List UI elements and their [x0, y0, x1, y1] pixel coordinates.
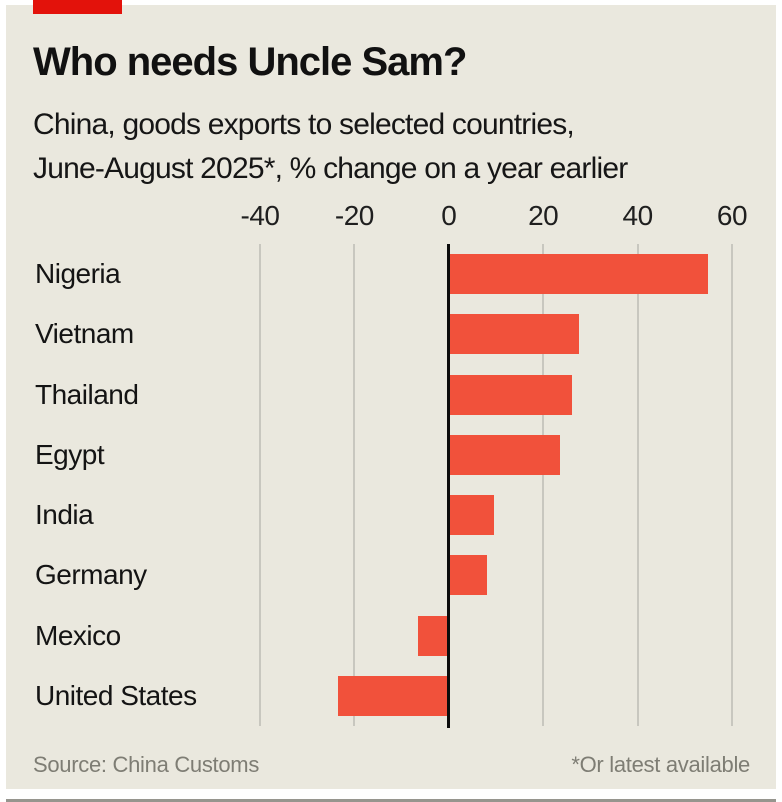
category-label: Egypt [35, 438, 105, 470]
bar [448, 314, 579, 355]
category-label: Thailand [35, 378, 139, 410]
axis-tick-label: -20 [334, 200, 374, 231]
category-label: India [35, 499, 94, 531]
gridline [542, 244, 545, 726]
bar [448, 254, 709, 295]
gridline [259, 244, 261, 726]
x-axis-tick-labels: -40 -20 0 20 40 60 [241, 200, 748, 240]
bar [448, 555, 487, 596]
chart-subtitle-line-1: China, goods exports to selected countri… [33, 108, 575, 141]
bar [418, 615, 449, 656]
category-label: United States [35, 679, 197, 711]
source-note: Source: China Customs [33, 752, 260, 777]
zero-baseline [447, 244, 451, 728]
bottom-edge-line [6, 799, 776, 802]
category-label: Nigeria [35, 258, 121, 290]
axis-tick-label: 20 [528, 200, 559, 231]
chart-subtitle-line-2: June-August 2025*, % change on a year ea… [33, 152, 628, 185]
category-label: Vietnam [35, 318, 134, 350]
gridline [731, 244, 733, 726]
axis-tick-label: -40 [240, 200, 280, 231]
category-label: Germany [35, 559, 147, 591]
chart-card [6, 5, 776, 789]
category-label: Mexico [35, 619, 121, 651]
category-labels: Nigeria Vietnam Thailand Egypt India Germany M… [35, 244, 255, 726]
chart-subtitle: China, goods exports to selected countri… [33, 103, 628, 191]
economist-red-tab [33, 0, 122, 14]
axis-tick-label: 40 [622, 200, 654, 231]
gridline [353, 244, 356, 726]
bar [448, 374, 572, 415]
chart-title: Who needs Uncle Sam? [33, 40, 467, 84]
bar [448, 495, 494, 536]
gridline [636, 244, 639, 726]
bar [337, 675, 449, 716]
bar [448, 434, 560, 475]
axis-tick-label: 60 [716, 200, 748, 231]
footnote: *Or latest available [571, 752, 750, 777]
plot-area [259, 244, 733, 728]
axis-tick-label: 0 [441, 200, 457, 231]
